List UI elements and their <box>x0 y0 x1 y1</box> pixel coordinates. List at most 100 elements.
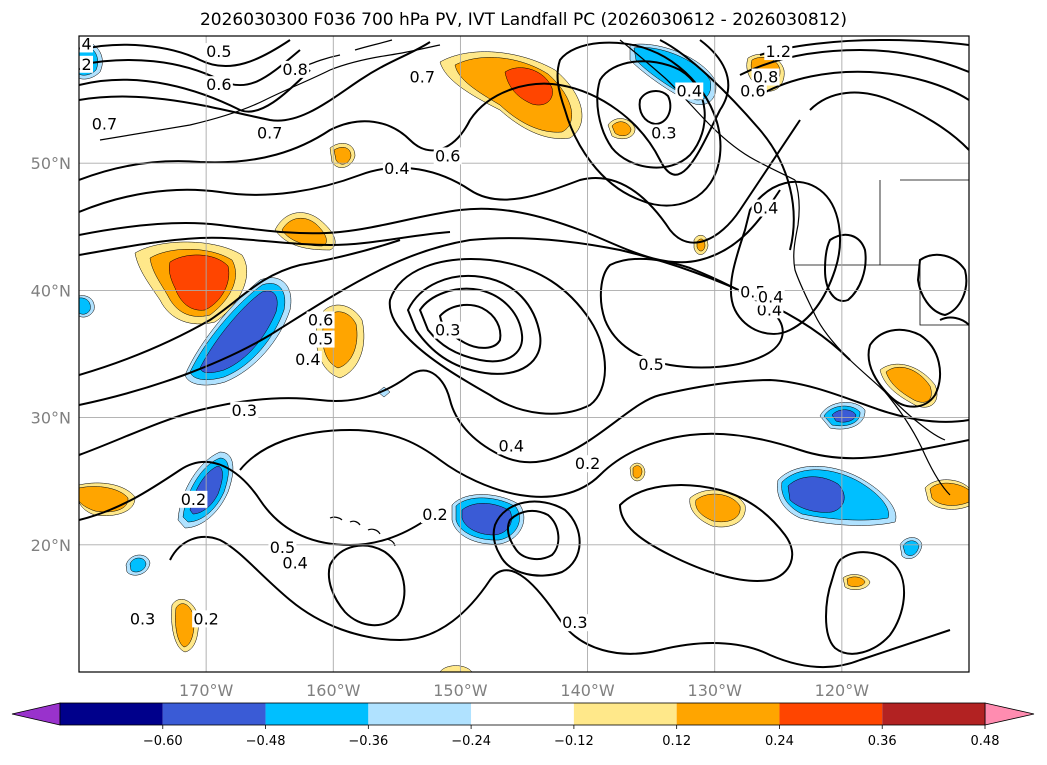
pv-contour <box>759 70 969 101</box>
colorbar-segment <box>779 703 883 725</box>
contour-label-background <box>40 97 68 114</box>
contour-label-background <box>421 506 449 524</box>
contour-label: 0.4 <box>295 350 320 369</box>
contour-label: 0.4 <box>753 199 778 218</box>
contour-label: 0.3 <box>651 123 676 142</box>
contour-label-background <box>408 68 437 86</box>
longitude-tick-label: 160°W <box>306 681 361 700</box>
contour-label: 0.4 <box>758 288 783 307</box>
contour-label-background <box>281 554 310 572</box>
shading-positive-region <box>175 603 195 648</box>
pv-contour <box>506 509 560 561</box>
shading-positive-region <box>611 121 632 137</box>
shading-positive-region <box>79 486 129 513</box>
contour-label: 0.3 <box>562 613 587 632</box>
colorbar-extend-min <box>11 702 61 726</box>
colorbar-segment <box>60 703 163 725</box>
shading-negative-region <box>831 409 857 423</box>
contour-label: 0.8 <box>3 159 28 178</box>
contour-label: 1.2 <box>766 42 791 61</box>
shading-positive-region <box>885 367 932 403</box>
shading-positive-region <box>168 254 230 311</box>
contour-label: 0.4 <box>282 553 307 572</box>
contour-label: 0.8 <box>41 96 66 115</box>
colorbar-extend-max <box>984 702 1035 726</box>
pv-contour-layer <box>79 38 969 669</box>
pv-contour <box>638 90 672 126</box>
shading-positive-region <box>281 218 327 247</box>
pv-contour <box>79 39 291 68</box>
coastline-alaska-gulf <box>619 39 796 181</box>
contour-label-background <box>675 82 704 100</box>
contour-label: 1.0 <box>41 75 66 94</box>
contour-label-background <box>433 321 462 339</box>
contour-label: 0.2 <box>575 454 600 473</box>
colorbar-tick-label: −0.60 <box>143 734 183 749</box>
latitude-tick-label: 50°N <box>31 154 71 173</box>
hawaii-islands <box>329 516 396 547</box>
contour-label-background <box>751 199 780 217</box>
map-title: 2026030300 F036 700 hPa PV, IVT Landfall… <box>199 10 847 30</box>
pv-contour <box>939 316 969 326</box>
pv-contour <box>79 239 401 376</box>
contour-label-background <box>573 455 602 473</box>
colorbar-tick-label: 0.24 <box>765 734 794 749</box>
pv-contour <box>618 484 794 582</box>
contour-label: 0.8 <box>282 60 307 79</box>
pv-contour <box>916 253 968 317</box>
contour-label-background <box>90 115 119 133</box>
longitude-tick-label: 150°W <box>433 681 488 700</box>
shading-positive-region <box>695 493 741 522</box>
longitude-tick-labels: 170°W 160°W 150°W 140°W 130°W 120°W <box>179 681 869 700</box>
pv-contour <box>823 233 867 302</box>
shading-negative-region <box>129 557 147 573</box>
contour-label-background <box>382 160 411 178</box>
pv-contour <box>659 39 795 251</box>
longitude-tick-label: 170°W <box>179 681 234 700</box>
contour-label: 0.6 <box>206 75 231 94</box>
contour-label-layer: 1.41.21.00.80.80.50.40.30.50.60.7 0.70.8 0… <box>1 34 793 632</box>
colorbar-frame <box>59 702 986 726</box>
contour-label-background <box>40 256 68 273</box>
contour-label: 0.6 <box>740 82 765 101</box>
shading-negative-region <box>79 297 91 315</box>
pv-contour <box>418 287 524 363</box>
contour-label-background <box>751 68 780 86</box>
colorbar-tick-label: 0.48 <box>971 734 1000 749</box>
colorbar-segment <box>368 703 472 725</box>
pv-contour <box>809 91 969 151</box>
contour-label-background <box>204 43 233 61</box>
pv-contour <box>596 60 706 169</box>
shading-negative-region <box>199 290 278 373</box>
shading-positive-region <box>846 576 866 587</box>
contour-label: 1.2 <box>66 55 91 74</box>
contour-label: 0.3 <box>435 321 460 340</box>
colorbar-tick-label: −0.12 <box>554 734 594 749</box>
plot-frame <box>78 35 970 673</box>
pv-contour <box>739 48 969 76</box>
contour-label: 0.5 <box>308 330 333 349</box>
pv-contour <box>825 551 906 655</box>
contour-label-background <box>79 55 93 73</box>
longitude-tick-label: 140°W <box>560 681 615 700</box>
contour-label-background <box>192 610 221 628</box>
state-boundary <box>795 179 969 326</box>
contour-label-background <box>649 124 678 142</box>
contour-label: 0.6 <box>435 146 460 165</box>
contour-label-background <box>637 355 666 373</box>
contour-label: 0.5 <box>206 42 231 61</box>
latitude-tick-labels: 50°N 40°N 30°N 20°N <box>31 154 71 555</box>
contour-label: 0.2 <box>193 609 218 628</box>
contour-label-background <box>306 311 335 329</box>
contour-label-background <box>1 160 29 177</box>
contour-label: 1.4 <box>66 34 91 53</box>
pv-contour <box>492 500 581 577</box>
contour-label-background <box>255 124 284 142</box>
pv-contour <box>79 41 431 122</box>
pv-contour <box>239 428 969 498</box>
contour-label-background <box>293 350 322 368</box>
contour-label: 0.3 <box>130 609 155 628</box>
pv-contour <box>556 41 722 207</box>
contour-label: 0.2 <box>181 490 206 509</box>
